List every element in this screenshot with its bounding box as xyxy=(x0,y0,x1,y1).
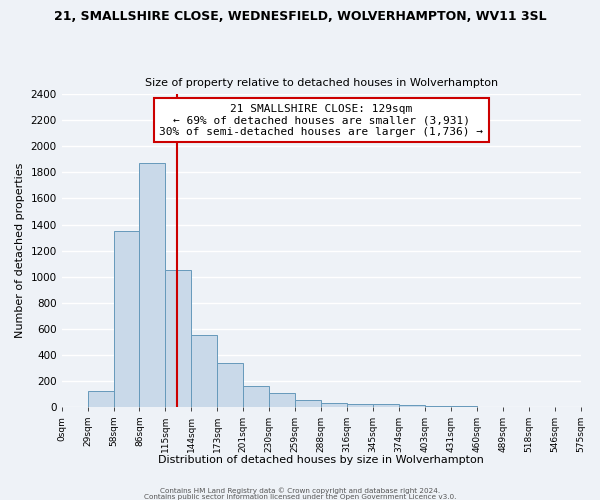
Bar xyxy=(191,335,217,407)
Title: Size of property relative to detached houses in Wolverhampton: Size of property relative to detached ho… xyxy=(145,78,497,88)
Text: 21, SMALLSHIRE CLOSE, WEDNESFIELD, WOLVERHAMPTON, WV11 3SL: 21, SMALLSHIRE CLOSE, WEDNESFIELD, WOLVE… xyxy=(53,10,547,23)
Text: Contains HM Land Registry data © Crown copyright and database right 2024.: Contains HM Land Registry data © Crown c… xyxy=(160,487,440,494)
Bar xyxy=(88,390,113,407)
Bar xyxy=(399,405,425,407)
Bar xyxy=(139,162,166,407)
Bar xyxy=(269,393,295,407)
Bar xyxy=(217,363,243,407)
Text: 21 SMALLSHIRE CLOSE: 129sqm
← 69% of detached houses are smaller (3,931)
30% of : 21 SMALLSHIRE CLOSE: 129sqm ← 69% of det… xyxy=(159,104,483,137)
Bar xyxy=(425,406,451,407)
Y-axis label: Number of detached properties: Number of detached properties xyxy=(15,163,25,338)
Bar xyxy=(166,270,191,407)
Bar xyxy=(321,403,347,407)
Text: Contains public sector information licensed under the Open Government Licence v3: Contains public sector information licen… xyxy=(144,494,456,500)
Bar xyxy=(113,231,139,407)
Bar xyxy=(373,404,399,407)
Bar xyxy=(295,400,321,407)
X-axis label: Distribution of detached houses by size in Wolverhampton: Distribution of detached houses by size … xyxy=(158,455,484,465)
Bar xyxy=(243,386,269,407)
Bar xyxy=(347,404,373,407)
